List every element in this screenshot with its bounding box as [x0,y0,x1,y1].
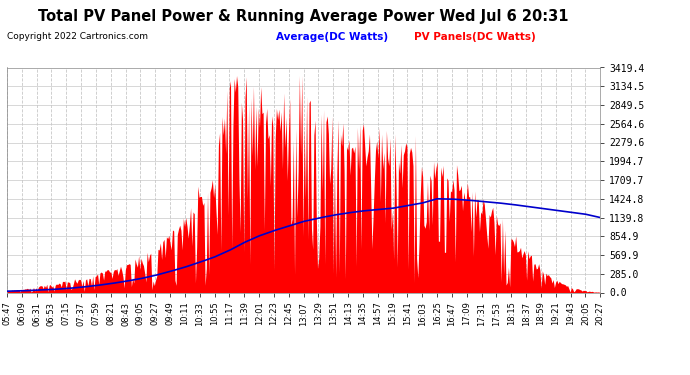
Text: PV Panels(DC Watts): PV Panels(DC Watts) [414,32,535,42]
Text: Average(DC Watts): Average(DC Watts) [276,32,388,42]
Text: Copyright 2022 Cartronics.com: Copyright 2022 Cartronics.com [7,32,148,41]
Text: Total PV Panel Power & Running Average Power Wed Jul 6 20:31: Total PV Panel Power & Running Average P… [39,9,569,24]
